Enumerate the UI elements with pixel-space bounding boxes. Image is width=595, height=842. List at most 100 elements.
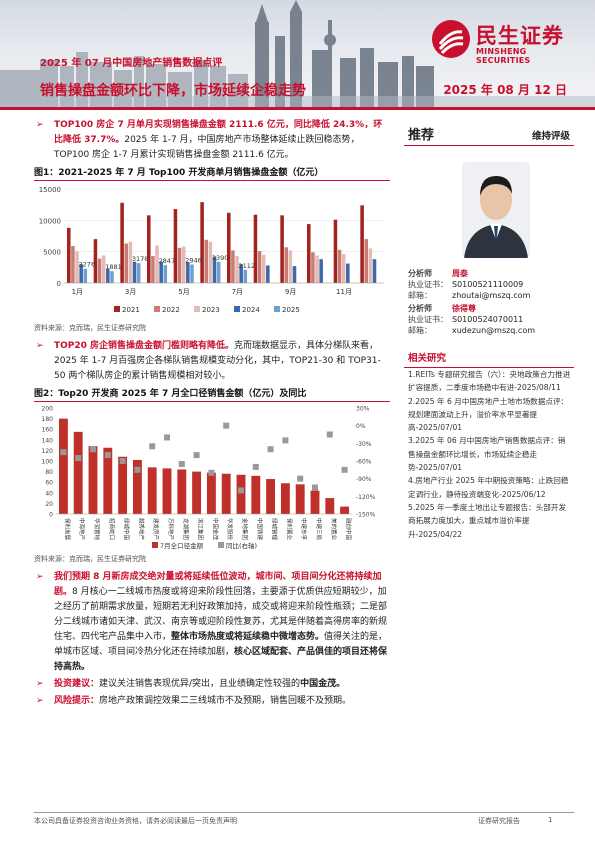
- bar: [288, 250, 293, 283]
- x-tick-label: 融创中国: [345, 518, 353, 541]
- x-tick-label: 3月: [125, 288, 136, 296]
- point: [341, 466, 348, 473]
- point: [238, 487, 244, 494]
- sidebar: 推荐 维持评级 分析师 周泰 执业证书： S0100521110009 邮箱： zho…: [404, 118, 574, 539]
- bar: [97, 258, 102, 283]
- x-tick-label: 绿城管理: [271, 518, 279, 541]
- logo-subtext: MINSHENG SECURITIES: [476, 47, 531, 65]
- x-tick-label: 绿城中国: [123, 518, 131, 541]
- bar: [88, 446, 98, 514]
- legend-swatch: [234, 306, 240, 312]
- analyst-email[interactable]: xudezun@mszq.com: [452, 326, 536, 335]
- bar: [71, 246, 75, 283]
- bar: [315, 255, 319, 283]
- analyst-name: 徐得尊: [452, 304, 476, 313]
- footer-divider: [34, 812, 574, 813]
- bar: [292, 266, 297, 283]
- bar: [266, 265, 270, 283]
- bar: [101, 255, 106, 283]
- y-tick-label: 160: [42, 427, 54, 434]
- point: [90, 446, 96, 453]
- legend-swatch: [152, 542, 158, 548]
- paragraph-1: ➢ TOP100 房企 7 月单月实现销售操盘金额 2111.6 亿元，同比降低…: [36, 120, 383, 160]
- related-item[interactable]: 5.2025 年一季度土地出让专题报告：头部开发商拓展力度加大，重点城市溢价率提…: [408, 502, 567, 539]
- y-tick-label: 140: [42, 437, 54, 444]
- main-column: ➢ TOP100 房企 7 月单月实现销售操盘金额 2111.6 亿元，同比降低…: [34, 118, 390, 711]
- x-tick-label: 5月: [178, 288, 189, 296]
- point: [267, 446, 274, 453]
- related-item[interactable]: 2.2025 年 6 月中国房地产土地市场数据点评：规划建面波动上升，溢价率水平…: [408, 396, 569, 433]
- bar: [151, 256, 155, 283]
- point: [119, 458, 126, 464]
- bar: [295, 484, 305, 514]
- point: [223, 422, 230, 429]
- bar: [132, 459, 142, 514]
- bar: [200, 202, 204, 283]
- point: [252, 463, 259, 470]
- page-number: 1: [548, 816, 553, 824]
- analyst-1: 分析师 周泰 执业证书： S0100521110009 邮箱： zhoutai@msz…: [408, 269, 531, 300]
- point: [134, 466, 141, 473]
- y2-tick-label: -30%: [356, 441, 372, 448]
- rating-header: 推荐 维持评级: [404, 118, 574, 146]
- bar: [128, 241, 133, 283]
- bar: [177, 247, 182, 283]
- footer-report-type: 证券研究报告: [478, 817, 520, 825]
- header-banner: 民生证券 MINSHENG SECURITIES 2025 年 07 月中国房地…: [0, 0, 595, 107]
- x-tick-label: 万科地产: [167, 518, 175, 541]
- bar: [204, 239, 208, 283]
- bar: [192, 471, 202, 514]
- related-item[interactable]: 1.REITs 专题研究报告（六）：央地政策合力推进扩容提质，二季度市场稳中有进…: [408, 370, 571, 393]
- point: [326, 431, 333, 438]
- bar: [360, 205, 364, 283]
- report-headline: 销售操盘金额环比下降，市场延续企稳走势: [40, 83, 306, 99]
- x-tick-label: 滨江集团: [197, 518, 205, 541]
- recommend-label: 推荐: [408, 128, 435, 143]
- y-tick-label: 15000: [39, 186, 61, 194]
- bar: [280, 215, 284, 283]
- x-tick-label: 华发股份: [226, 518, 234, 541]
- figure-2-title: 图2：Top20 开发商 2025 年 7 月全口径销售金额（亿元）及同比: [34, 386, 390, 402]
- logo-mark-icon: [432, 20, 470, 58]
- bar: [159, 261, 163, 283]
- y2-tick-label: -150%: [356, 512, 376, 519]
- report-date: 2025 年 08 月 12 日: [443, 83, 567, 97]
- bar: [253, 214, 258, 283]
- bullet-arrow-icon: ➢: [36, 696, 44, 706]
- related-item[interactable]: 3.2025 年 06 月中国房地产销售数据点评：销售操盘金额环比增长，市场延续…: [408, 436, 566, 473]
- bar: [110, 271, 114, 283]
- analyst-name: 周泰: [452, 269, 468, 278]
- analyst-email[interactable]: zhoutai@mszq.com: [452, 291, 531, 300]
- x-tick-label: 1月: [72, 288, 83, 296]
- bar: [319, 259, 323, 283]
- legend-swatch: [114, 306, 120, 312]
- bullet-arrow-icon: ➢: [36, 679, 44, 689]
- bar: [181, 246, 186, 283]
- x-tick-label: 中海地产: [78, 518, 86, 541]
- y-tick-label: 0: [49, 512, 53, 519]
- bar: [231, 250, 235, 283]
- legend-label: 2024: [242, 306, 260, 314]
- skyline-image: [0, 0, 595, 107]
- data-label: 2847: [159, 257, 176, 265]
- bar: [186, 262, 190, 283]
- bar: [67, 227, 71, 283]
- related-item[interactable]: 4.房地产行业 2025 年中期投资策略：止跌回稳定调行业，静待投资端变化-20…: [408, 476, 569, 499]
- y2-tick-label: 30%: [356, 406, 370, 413]
- y2-tick-label: -60%: [356, 459, 372, 466]
- y2-tick-label: -90%: [356, 476, 372, 483]
- x-tick-label: 保利发展: [63, 518, 71, 541]
- point: [104, 452, 111, 459]
- point: [60, 449, 67, 456]
- bullet-arrow-icon: ➢: [36, 572, 44, 582]
- y-tick-label: 120: [42, 448, 54, 455]
- data-label: 2946: [185, 257, 202, 265]
- bar: [325, 498, 335, 514]
- data-label: 2112: [239, 262, 256, 270]
- bar: [227, 212, 231, 283]
- x-tick-label: 华润置地: [93, 518, 101, 541]
- bar: [239, 264, 243, 283]
- header-divider: [0, 107, 595, 110]
- bar: [124, 243, 128, 283]
- bar: [132, 261, 137, 283]
